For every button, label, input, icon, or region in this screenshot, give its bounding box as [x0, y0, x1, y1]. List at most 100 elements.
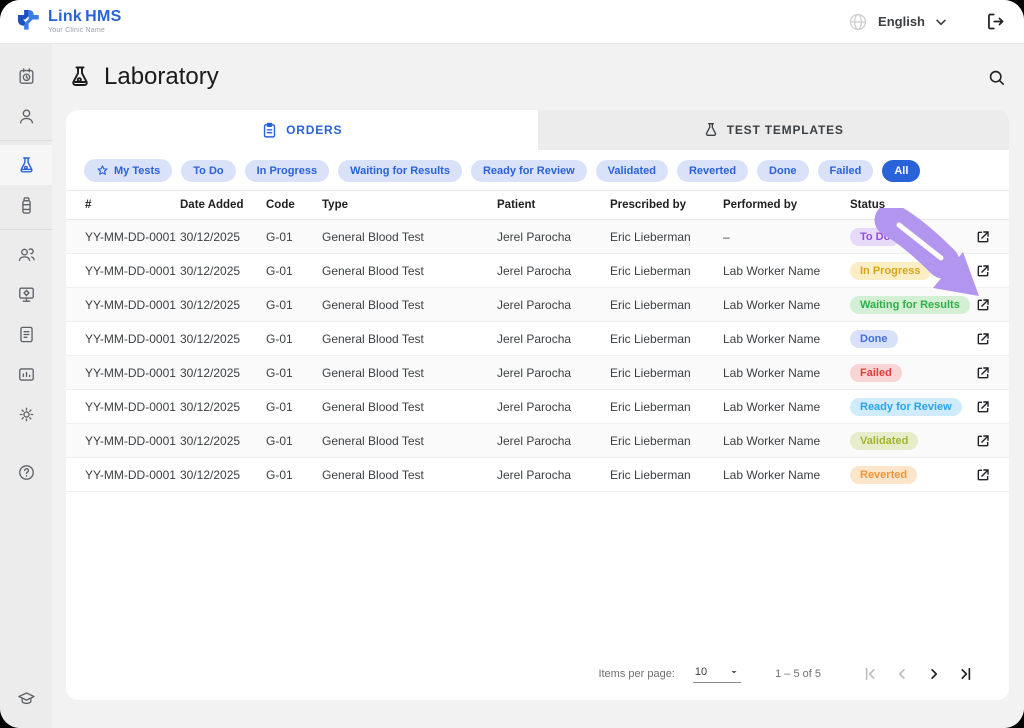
cell-id: YY-MM-DD-0001 [85, 399, 176, 414]
items-per-page-value: 10 [694, 665, 708, 678]
filter-chip-reverted[interactable]: Reverted [676, 159, 749, 182]
cell-patient: Jerel Parocha [497, 263, 572, 278]
filter-chip-all[interactable]: All [882, 159, 921, 182]
pagination-bar: Items per page: 10 1 – 5 of 5 [66, 648, 1009, 700]
cell-date: 30/12/2025 [180, 467, 241, 482]
filter-chip-label: Failed [829, 164, 862, 177]
sidebar-item-reports[interactable] [0, 354, 52, 394]
open-order-button[interactable] [975, 433, 991, 449]
open-order-button[interactable] [975, 229, 991, 245]
filter-chip-label: Reverted [688, 164, 737, 177]
main-content: Laboratory ORDERS [52, 44, 1024, 728]
sidebar-item-education[interactable] [0, 678, 52, 718]
cell-type: General Blood Test [322, 399, 424, 414]
filter-chip-to-do[interactable]: To Do [181, 159, 236, 182]
language-label: English [878, 14, 925, 29]
logo-tagline: Your Clinic Name [48, 27, 106, 34]
laboratory-card: ORDERS TEST TEMPLATES My Tests To Do In Pr… [66, 110, 1009, 700]
cell-date: 30/12/2025 [180, 263, 241, 278]
cell-date: 30/12/2025 [180, 365, 241, 380]
previous-page-button[interactable] [889, 661, 915, 687]
sidebar-item-workstation[interactable] [0, 274, 52, 314]
chart-card-icon [17, 365, 36, 384]
status-badge: Ready for Review [850, 397, 962, 416]
table-row: YY-MM-DD-0001 30/12/2025 G-01 General Blood… [66, 220, 1009, 254]
tab-orders-label: ORDERS [286, 123, 343, 137]
cell-prescribed_by: Eric Lieberman [610, 331, 691, 346]
cell-patient: Jerel Parocha [497, 365, 572, 380]
tab-test-templates[interactable]: TEST TEMPLATES [537, 110, 1009, 150]
items-per-page-label: Items per page: [598, 668, 675, 680]
filter-chip-label: Done [769, 164, 797, 177]
filter-chip-my-tests[interactable]: My Tests [84, 159, 173, 182]
cell-patient: Jerel Parocha [497, 331, 572, 346]
cell-date: 30/12/2025 [180, 331, 241, 346]
tab-orders[interactable]: ORDERS [66, 110, 538, 150]
filter-chip-label: Validated [607, 164, 656, 177]
sidebar [0, 44, 52, 728]
cell-performed_by: – [723, 229, 730, 244]
cell-performed_by: Lab Worker Name [723, 365, 821, 380]
laboratory-flask-icon [17, 156, 36, 175]
cell-id: YY-MM-DD-0001 [85, 331, 176, 346]
cell-code: G-01 [266, 399, 293, 414]
status-badge: Failed [850, 363, 902, 382]
sidebar-item-laboratory[interactable] [0, 145, 52, 185]
last-page-button[interactable] [953, 661, 979, 687]
cell-id: YY-MM-DD-0001 [85, 467, 176, 482]
monitor-gear-icon [17, 285, 36, 304]
logo-cross-icon [14, 6, 41, 38]
language-selector[interactable]: English [878, 14, 949, 30]
column-header: Date Added [180, 199, 244, 211]
filter-chip-done[interactable]: Done [757, 159, 809, 182]
cell-performed_by: Lab Worker Name [723, 297, 821, 312]
calendar-icon [17, 67, 36, 86]
cell-patient: Jerel Parocha [497, 467, 572, 482]
filter-chip-waiting-for-results[interactable]: Waiting for Results [338, 159, 462, 182]
logout-button[interactable] [985, 11, 1006, 32]
search-button[interactable] [987, 68, 1006, 87]
cell-type: General Blood Test [322, 467, 424, 482]
filter-chip-label: In Progress [256, 164, 318, 177]
patients-icon [17, 107, 36, 126]
cell-type: General Blood Test [322, 433, 424, 448]
filter-chip-ready-for-review[interactable]: Ready for Review [470, 159, 587, 182]
sidebar-item-patients[interactable] [0, 96, 52, 136]
status-badge: Waiting for Results [850, 295, 970, 314]
sidebar-item-calendar[interactable] [0, 56, 52, 96]
open-order-button[interactable] [975, 467, 991, 483]
sidebar-item-documents[interactable] [0, 314, 52, 354]
column-header: Type [322, 199, 348, 211]
pagination-range: 1 – 5 of 5 [775, 668, 821, 680]
cell-prescribed_by: Eric Lieberman [610, 399, 691, 414]
column-header: Patient [497, 199, 536, 211]
open-order-button[interactable] [975, 365, 991, 381]
filter-chip-label: My Tests [114, 164, 161, 177]
filter-chip-validated[interactable]: Validated [595, 159, 668, 182]
open-order-button[interactable] [975, 263, 991, 279]
cell-date: 30/12/2025 [180, 399, 241, 414]
app-logo[interactable]: Link HMS Your Clinic Name [14, 6, 122, 38]
sidebar-divider [0, 229, 52, 230]
cell-performed_by: Lab Worker Name [723, 331, 821, 346]
cell-patient: Jerel Parocha [497, 399, 572, 414]
open-order-button[interactable] [975, 331, 991, 347]
items-per-page-select[interactable]: 10 [692, 665, 742, 683]
laboratory-title-flask-icon [68, 65, 92, 89]
open-order-button[interactable] [975, 399, 991, 415]
staff-group-icon [17, 245, 36, 264]
sidebar-item-pharmacy[interactable] [0, 185, 52, 225]
cell-date: 30/12/2025 [180, 229, 241, 244]
cell-id: YY-MM-DD-0001 [85, 263, 176, 278]
first-page-button[interactable] [857, 661, 883, 687]
open-order-button[interactable] [975, 297, 991, 313]
filter-chip-failed[interactable]: Failed [817, 159, 874, 182]
tab-bar: ORDERS TEST TEMPLATES [66, 110, 1009, 150]
next-page-button[interactable] [921, 661, 947, 687]
cell-prescribed_by: Eric Lieberman [610, 229, 691, 244]
sidebar-item-help[interactable] [0, 452, 52, 492]
filter-chip-in-progress[interactable]: In Progress [244, 159, 330, 182]
sidebar-item-settings[interactable] [0, 394, 52, 434]
graduation-cap-icon [17, 689, 36, 708]
sidebar-item-staff[interactable] [0, 234, 52, 274]
